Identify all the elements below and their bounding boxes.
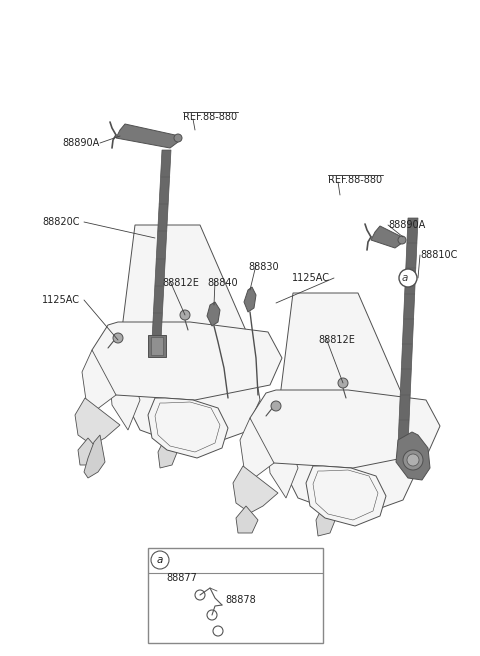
Text: 88812E: 88812E — [162, 278, 199, 288]
Text: 88820C: 88820C — [42, 217, 80, 227]
Polygon shape — [116, 124, 178, 148]
Circle shape — [151, 551, 169, 569]
Circle shape — [407, 454, 419, 466]
Circle shape — [399, 269, 417, 287]
Polygon shape — [84, 435, 105, 478]
Text: 88890A: 88890A — [62, 138, 99, 148]
Text: 88877: 88877 — [166, 573, 197, 583]
Circle shape — [271, 401, 281, 411]
Text: 1125AC: 1125AC — [292, 273, 330, 283]
Text: a: a — [157, 555, 163, 565]
Circle shape — [180, 310, 190, 320]
Text: 88830: 88830 — [248, 262, 278, 272]
Polygon shape — [75, 398, 120, 445]
Polygon shape — [108, 335, 140, 430]
Polygon shape — [78, 438, 100, 465]
Polygon shape — [244, 287, 256, 312]
Polygon shape — [233, 466, 278, 513]
Text: a: a — [402, 273, 408, 283]
Polygon shape — [155, 402, 220, 452]
Polygon shape — [371, 226, 402, 248]
Polygon shape — [398, 218, 418, 445]
Polygon shape — [316, 506, 336, 536]
Polygon shape — [120, 225, 260, 450]
Polygon shape — [92, 322, 282, 400]
Text: 88840: 88840 — [207, 278, 238, 288]
Polygon shape — [240, 418, 274, 478]
Text: REF.88-880: REF.88-880 — [328, 175, 382, 185]
Polygon shape — [278, 293, 418, 518]
Circle shape — [113, 333, 123, 343]
Polygon shape — [266, 403, 298, 498]
Polygon shape — [207, 302, 220, 326]
Polygon shape — [82, 350, 116, 410]
Circle shape — [403, 450, 423, 470]
Polygon shape — [152, 150, 171, 340]
Polygon shape — [396, 432, 430, 480]
Polygon shape — [148, 398, 228, 458]
Polygon shape — [236, 506, 258, 533]
Circle shape — [338, 378, 348, 388]
Text: 1125AC: 1125AC — [42, 295, 80, 305]
Bar — [148, 335, 166, 357]
Polygon shape — [306, 466, 386, 526]
Polygon shape — [313, 470, 378, 520]
Text: 88878: 88878 — [225, 595, 256, 605]
FancyBboxPatch shape — [148, 548, 323, 643]
Circle shape — [398, 236, 406, 244]
Circle shape — [174, 134, 182, 142]
Text: REF.88-880: REF.88-880 — [183, 112, 237, 122]
Text: 88890A: 88890A — [388, 220, 425, 230]
Text: 88810C: 88810C — [420, 250, 457, 260]
Polygon shape — [250, 390, 440, 468]
Bar — [151, 337, 163, 355]
Polygon shape — [158, 438, 178, 468]
Text: 88812E: 88812E — [318, 335, 355, 345]
